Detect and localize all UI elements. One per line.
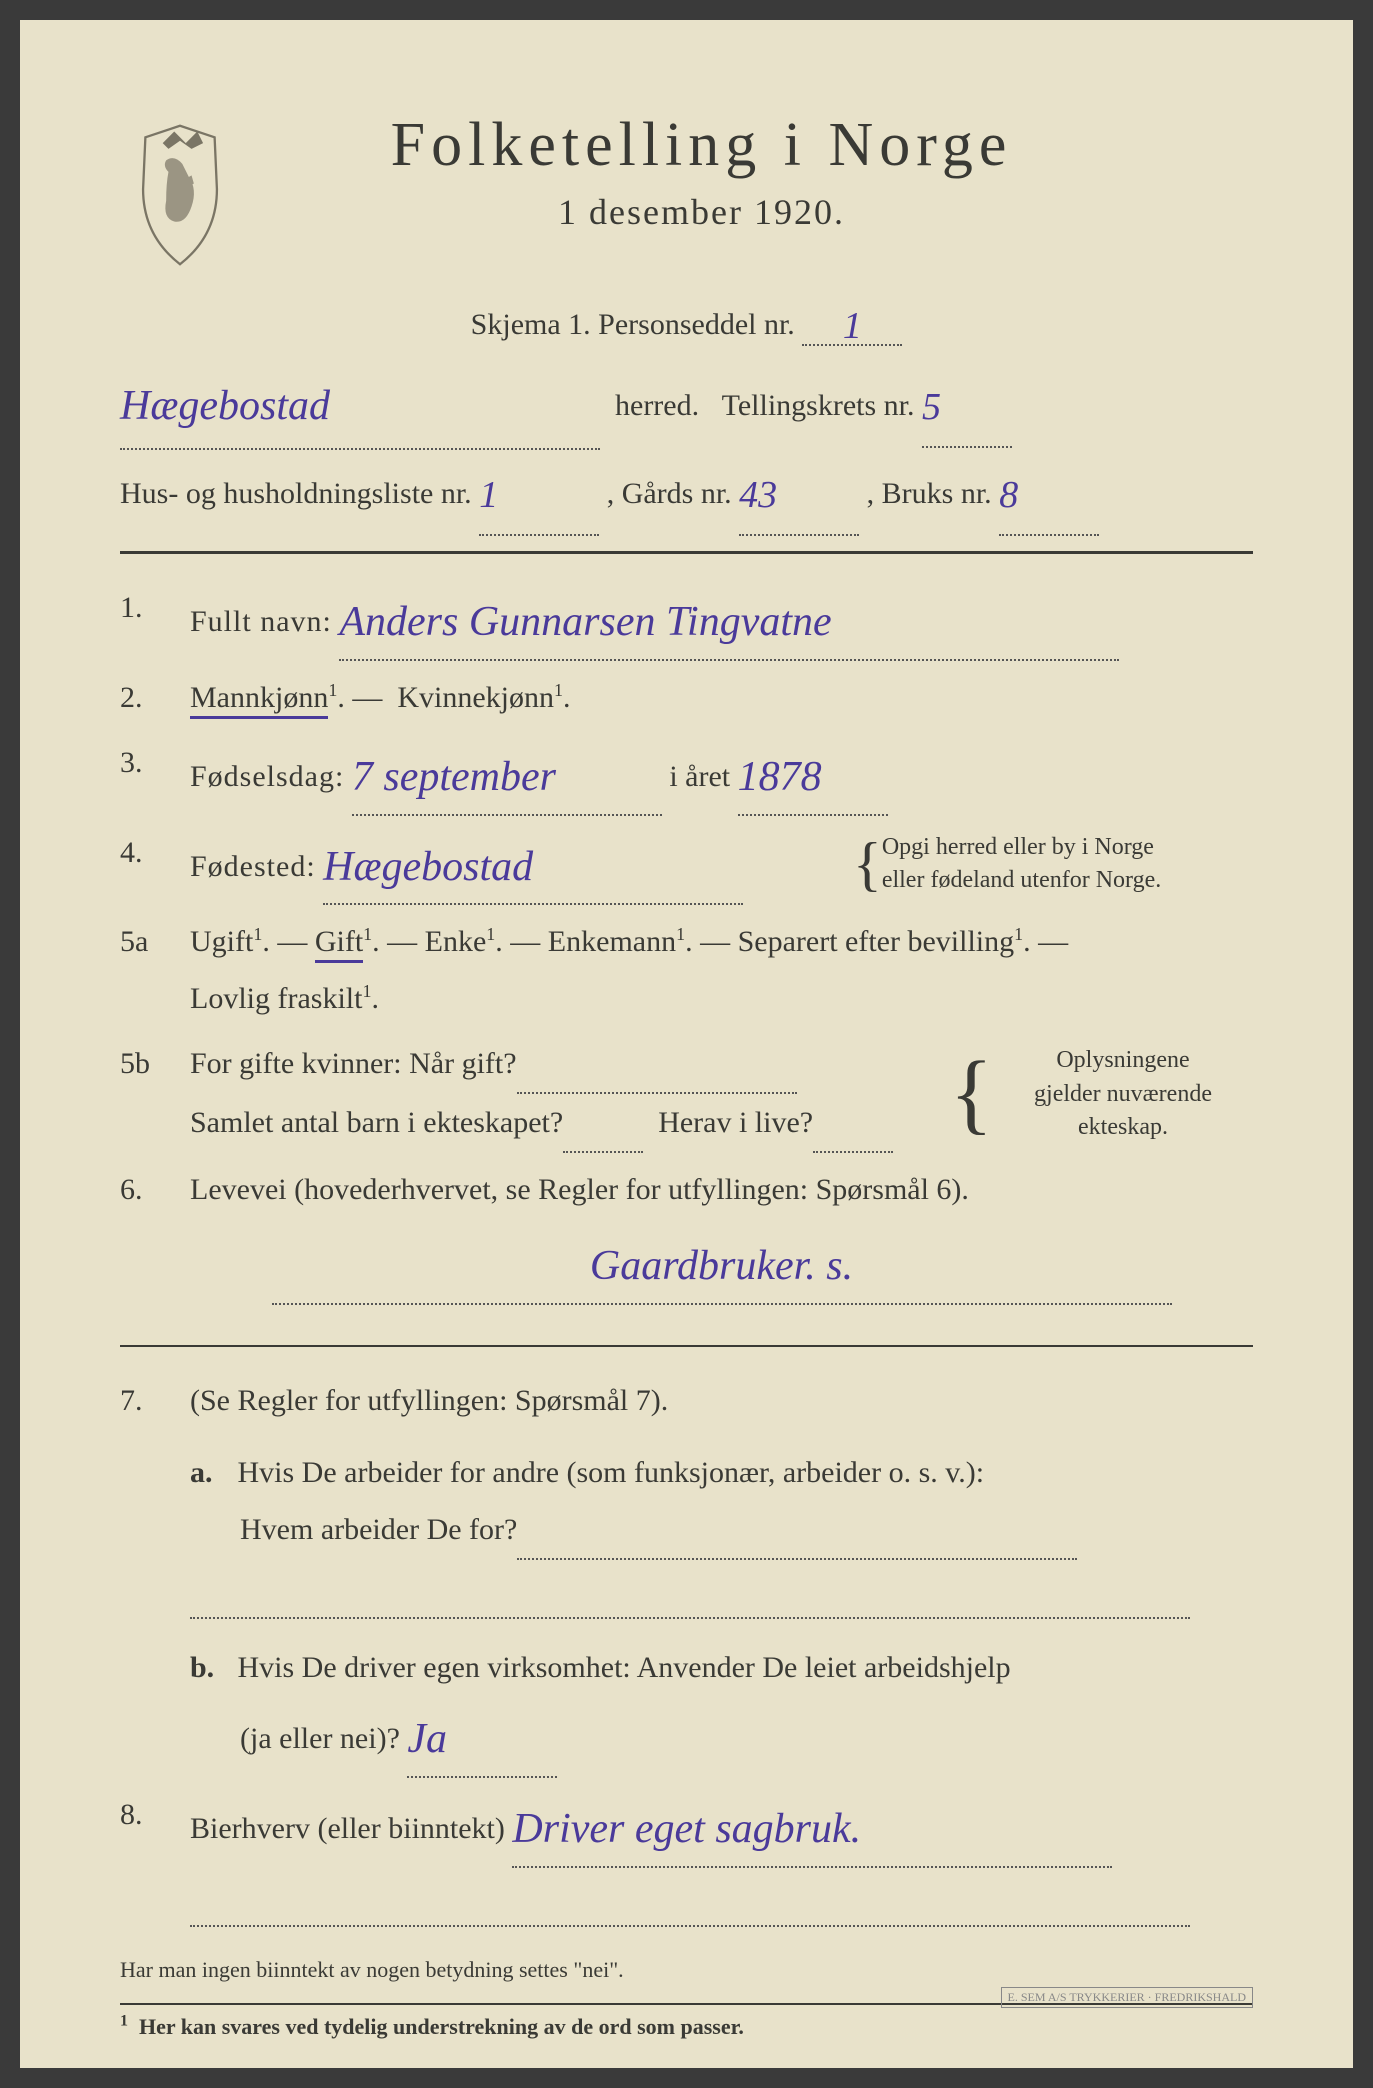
q8-value: Driver eget sagbruk.: [512, 1806, 861, 1852]
q7a-label: a.: [190, 1444, 230, 1501]
printer-mark: E. SEM A/S TRYKKERIER · FREDRIKSHALD: [1001, 1987, 1253, 2008]
q5a-opt2: Gift: [315, 925, 363, 963]
q8: 8. Bierhverv (eller biinntekt) Driver eg…: [120, 1786, 1253, 1927]
q5b-num: 5b: [120, 1035, 190, 1153]
footnote-1: Har man ingen biinntekt av nogen betydni…: [120, 1957, 1253, 1983]
divider: [120, 1345, 1253, 1347]
q2-opt1: Mannkjønn: [190, 681, 328, 719]
q5b-l2a: Samlet antal barn i ekteskapet?: [190, 1106, 563, 1139]
q2-num: 2.: [120, 669, 190, 726]
bruks-value: 8: [999, 474, 1018, 516]
q5a: 5a Ugift1. — Gift1. — Enke1. — Enkemann1…: [120, 913, 1253, 1027]
q1-label: Fullt navn:: [190, 605, 332, 638]
q7-label: (Se Regler for utfyllingen: Spørsmål 7).: [190, 1384, 668, 1417]
sup: 1: [328, 680, 337, 700]
q3-year: 1878: [738, 754, 822, 800]
q1-value: Anders Gunnarsen Tingvatne: [339, 599, 831, 645]
q1: 1. Fullt navn: Anders Gunnarsen Tingvatn…: [120, 579, 1253, 661]
q5a-opt3: Enke: [425, 925, 487, 958]
q6-value: Gaardbruker. s.: [590, 1243, 853, 1289]
q5a-opt5: Separert efter bevilling: [738, 925, 1015, 958]
header: Folketelling i Norge 1 desember 1920.: [120, 110, 1253, 270]
bruks-label: , Bruks nr.: [867, 477, 992, 510]
q1-num: 1.: [120, 579, 190, 661]
q5b-l2b: Herav i live?: [658, 1106, 813, 1139]
census-form-page: Folketelling i Norge 1 desember 1920. Sk…: [20, 20, 1353, 2068]
krets-label: Tellingskrets nr.: [722, 389, 915, 422]
q8-num: 8.: [120, 1786, 190, 1927]
herred-label: herred.: [615, 389, 699, 422]
q6: 6. Levevei (hovederhvervet, se Regler fo…: [120, 1161, 1253, 1320]
q7b-text1: Hvis De driver egen virksomhet: Anvender…: [238, 1651, 1011, 1684]
q5b: 5b For gifte kvinner: Når gift? Samlet a…: [120, 1035, 1253, 1153]
title-block: Folketelling i Norge 1 desember 1920.: [270, 110, 1253, 233]
schema-line: Skjema 1. Personseddel nr. 1: [120, 300, 1253, 346]
hus-value: 1: [479, 474, 498, 516]
footnote-2: 1 Her kan svares ved tydelig understrekn…: [120, 2003, 1253, 2040]
q4: 4. Fødested: Hægebostad { Opgi herred el…: [120, 824, 1253, 906]
q7a-text1: Hvis De arbeider for andre (som funksjon…: [238, 1456, 985, 1489]
q3-label: Fødselsdag:: [190, 760, 344, 793]
q2: 2. Mannkjønn1. — Kvinnekjønn1.: [120, 669, 1253, 726]
divider: [120, 551, 1253, 554]
q7b-text2: (ja eller nei)?: [190, 1722, 400, 1755]
q3-day: 7 september: [352, 754, 556, 800]
q7b-label: b.: [190, 1639, 230, 1696]
q4-note: { Opgi herred eller by i Norge eller fød…: [853, 831, 1253, 898]
krets-value: 5: [922, 386, 941, 428]
main-title: Folketelling i Norge: [270, 110, 1133, 181]
q5b-l1: For gifte kvinner: Når gift?: [190, 1047, 517, 1080]
q5b-note: Oplysningene gjelder nuværende ekteskap.: [993, 1044, 1253, 1145]
q5a-opt1: Ugift: [190, 925, 253, 958]
q7b-value: Ja: [407, 1716, 447, 1762]
q4-value: Hægebostad: [323, 844, 533, 890]
herred-value: Hægebostad: [120, 383, 330, 429]
hus-label: Hus- og husholdningsliste nr.: [120, 477, 472, 510]
norwegian-crest-icon: [120, 120, 240, 270]
q3-mid: i året: [669, 760, 730, 793]
gards-value: 43: [739, 474, 777, 516]
q5a-line2: Lovlig fraskilt: [190, 982, 362, 1015]
hus-line: Hus- og husholdningsliste nr. 1 , Gårds …: [120, 450, 1253, 536]
personseddel-nr: 1: [843, 305, 862, 347]
q6-num: 6.: [120, 1161, 190, 1320]
q4-num: 4.: [120, 824, 190, 906]
q7: 7. (Se Regler for utfyllingen: Spørsmål …: [120, 1372, 1253, 1778]
schema-label: Skjema 1. Personseddel nr.: [471, 308, 795, 341]
herred-line: Hægebostad herred. Tellingskrets nr. 5: [120, 356, 1253, 450]
q8-label: Bierhverv (eller biinntekt): [190, 1812, 505, 1845]
q5a-num: 5a: [120, 913, 190, 1027]
gards-label: , Gårds nr.: [607, 477, 732, 510]
q2-opt2: Kvinnekjønn: [397, 681, 554, 714]
q3: 3. Fødselsdag: 7 september i året 1878: [120, 734, 1253, 816]
q4-label: Fødested:: [190, 850, 316, 883]
q3-num: 3.: [120, 734, 190, 816]
q6-label: Levevei (hovederhvervet, se Regler for u…: [190, 1173, 969, 1206]
q5a-opt4: Enkemann: [548, 925, 676, 958]
q7a-text2: Hvem arbeider De for?: [190, 1513, 517, 1546]
q7-num: 7.: [120, 1372, 190, 1778]
subtitle: 1 desember 1920.: [270, 191, 1133, 233]
